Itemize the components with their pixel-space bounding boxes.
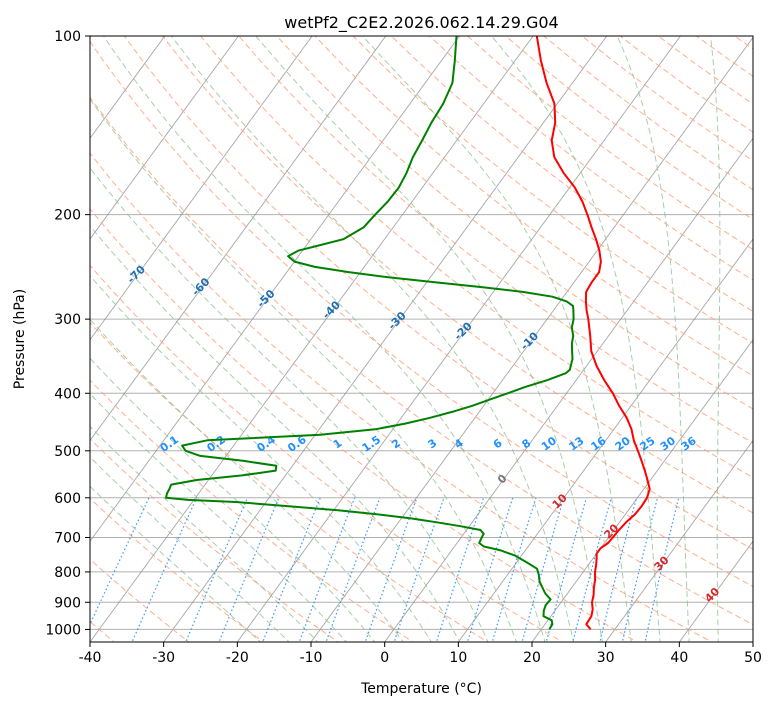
x-tick-label: -40 <box>79 650 102 666</box>
moist-adiabat-line <box>491 36 661 642</box>
dry-adiabat-line <box>90 558 190 642</box>
x-tick-label: -20 <box>226 650 249 666</box>
y-tick-label: 800 <box>54 565 81 581</box>
isotherm-lines <box>90 36 753 642</box>
y-tick-label: 600 <box>54 491 81 507</box>
x-tick-label: -30 <box>152 650 175 666</box>
moist-adiabat-line <box>90 485 261 642</box>
mixing-ratio-line <box>621 497 659 642</box>
mixing-ratio-line <box>131 497 198 642</box>
dry-adiabat-line <box>161 36 753 514</box>
moist-adiabat-line <box>362 36 632 642</box>
dry-adiabat-line <box>90 321 489 642</box>
moist-adiabat-line <box>90 167 489 642</box>
mixing-ratio-line <box>185 497 249 642</box>
moist-adiabat-line <box>90 274 433 642</box>
x-tick-label: 50 <box>744 650 762 666</box>
x-tick-label: -10 <box>300 650 323 666</box>
y-tick-label: 400 <box>54 386 81 402</box>
moist-adiabat-line <box>90 456 290 642</box>
mixing-ratio-line <box>466 497 514 642</box>
mixing-ratio-line <box>599 497 638 642</box>
isotherm-line <box>457 238 753 642</box>
moist-adiabat-line <box>90 393 348 642</box>
y-axis-ticks: 100 200 300 400 500 600 700 800 900 1000 <box>45 29 90 638</box>
dry-adiabat-line <box>90 497 265 642</box>
plot-frame <box>89 35 754 643</box>
dry-adiabat-line <box>90 40 753 587</box>
x-tick-label: 40 <box>670 650 688 666</box>
dewpoint-line <box>165 36 575 630</box>
isotherm-line <box>236 36 681 642</box>
isotherm-line <box>90 36 534 642</box>
y-tick-label: 900 <box>54 595 81 611</box>
moist-adiabat-line <box>616 36 690 642</box>
mixing-ratio-line <box>262 497 321 642</box>
isotherm-line <box>605 439 753 642</box>
dry-adiabat-line <box>390 36 753 313</box>
mixing-ratio-line <box>90 497 150 626</box>
isotherm-line <box>90 36 166 140</box>
moist-adiabat-lines <box>90 36 721 642</box>
dry-adiabat-line <box>90 379 414 642</box>
isotherm-line <box>90 36 239 240</box>
mixing-ratio-line <box>545 497 588 642</box>
moist-adiabat-line <box>710 36 721 642</box>
plot-area: 0.10.20.40.611.52346810131620253036-100-… <box>90 36 753 642</box>
x-tick-label: 0 <box>380 650 389 666</box>
dry-adiabat-line <box>199 36 753 479</box>
x-tick-label: 20 <box>523 650 541 666</box>
mixing-ratio-line <box>393 497 445 642</box>
dry-adiabat-line <box>90 152 713 642</box>
y-tick-label: 700 <box>54 531 81 547</box>
isotherm-line <box>531 339 753 642</box>
x-axis-ticks: -40 -30 -20 -10 0 10 20 30 40 50 <box>79 642 762 666</box>
isotherm-line <box>90 36 313 341</box>
dry-adiabat-line <box>123 36 753 550</box>
moist-adiabat-line <box>90 225 461 642</box>
mixing-ratio-line <box>491 497 537 642</box>
x-tick-label: 30 <box>597 650 615 666</box>
y-tick-label: 300 <box>54 312 81 328</box>
isotherm-line <box>163 36 608 642</box>
temperature-line <box>535 36 651 631</box>
sounding-profiles <box>165 36 651 631</box>
moist-adiabat-line <box>90 318 404 642</box>
mixing-ratio-line <box>325 497 381 642</box>
moist-adiabat-line <box>90 98 518 642</box>
x-tick-label: 10 <box>449 650 467 666</box>
y-tick-label: 500 <box>54 444 81 460</box>
y-tick-label: 1000 <box>45 622 81 638</box>
x-axis-label: Temperature (°C) <box>360 681 482 697</box>
dry-adiabat-line <box>276 36 753 410</box>
moist-adiabat-line <box>103 36 546 642</box>
mixing-ratio-line <box>435 497 485 642</box>
mixing-ratio-line <box>218 497 280 642</box>
pressure-gridlines <box>90 36 753 630</box>
chart-title: wetPf2_C2E2.2026.062.14.29.G04 <box>284 13 558 33</box>
y-tick-label: 200 <box>54 208 81 224</box>
mixing-ratio-line <box>572 497 612 642</box>
isotherm-line <box>90 36 387 442</box>
y-axis-label: Pressure (hPa) <box>12 289 28 389</box>
dry-adiabat-line <box>314 36 753 377</box>
mixing-ratio-line <box>364 497 418 642</box>
dry-adiabat-line <box>90 96 753 626</box>
moist-adiabat-line <box>171 36 575 642</box>
mixing-ratio-line <box>298 497 356 642</box>
isotherm-line <box>384 137 753 642</box>
dry-adiabat-line <box>90 264 564 642</box>
moist-adiabat-line <box>255 36 603 642</box>
mixing-ratio-line <box>644 497 680 642</box>
y-tick-label: 100 <box>54 29 81 45</box>
